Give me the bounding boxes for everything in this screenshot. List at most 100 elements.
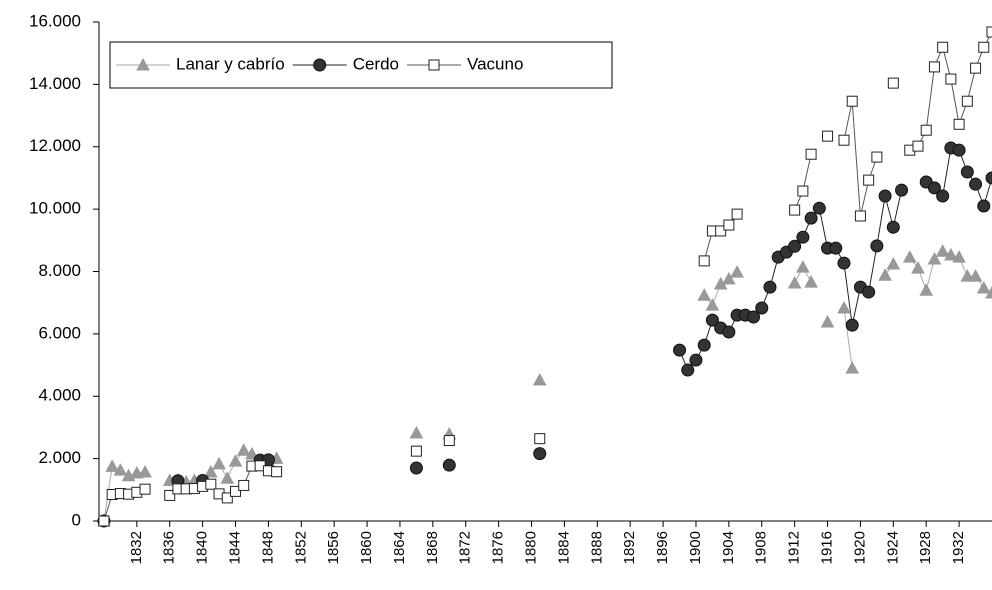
marker-circle xyxy=(977,199,991,213)
marker-triangle xyxy=(796,260,810,273)
marker-triangle xyxy=(820,314,835,328)
series-line xyxy=(103,31,992,522)
marker-triangle xyxy=(968,269,983,282)
marker-circle xyxy=(812,201,826,215)
marker-square xyxy=(863,174,875,186)
x-tick-label: 1844 xyxy=(226,531,243,564)
marker-square xyxy=(221,492,233,504)
marker-square xyxy=(731,208,743,220)
marker-square xyxy=(98,515,110,527)
marker-square xyxy=(271,466,283,478)
marker-square xyxy=(854,210,866,222)
marker-circle xyxy=(862,285,876,299)
marker-triangle xyxy=(212,456,226,470)
x-tick-label: 1896 xyxy=(654,531,671,564)
marker-square xyxy=(723,219,735,231)
x-tick-label: 1872 xyxy=(457,531,474,564)
marker-circle xyxy=(788,239,802,253)
marker-triangle xyxy=(911,261,925,274)
marker-triangle xyxy=(245,446,259,460)
marker-square xyxy=(945,73,957,85)
x-tick-label: 1880 xyxy=(522,531,539,564)
marker-square xyxy=(871,151,883,163)
marker-circle xyxy=(886,220,900,234)
marker-triangle xyxy=(919,283,934,296)
marker-square xyxy=(698,255,710,267)
marker-square xyxy=(912,140,924,152)
marker-triangle xyxy=(787,275,802,289)
marker-triangle xyxy=(228,454,243,467)
marker-circle xyxy=(763,280,777,294)
x-tick-label: 1848 xyxy=(259,531,276,564)
y-tick-label: 8.000 xyxy=(38,261,81,280)
y-tick-label: 10.000 xyxy=(29,199,81,218)
marker-triangle xyxy=(705,298,720,311)
y-tick-label: 12.000 xyxy=(29,136,81,155)
marker-triangle xyxy=(113,463,128,476)
marker-square xyxy=(410,445,422,457)
marker-circle xyxy=(829,241,843,255)
legend: Lanar y cabrío Cerdo Vacuno xyxy=(109,41,613,89)
marker-square xyxy=(822,130,834,142)
marker-triangle xyxy=(886,256,901,270)
marker-circle xyxy=(442,458,456,472)
marker-square xyxy=(986,26,992,38)
marker-triangle xyxy=(985,285,992,299)
y-tick-label: 0 xyxy=(72,510,81,529)
marker-triangle xyxy=(730,265,744,278)
marker-circle xyxy=(845,318,859,332)
marker-square xyxy=(887,77,899,89)
marker-triangle xyxy=(878,268,892,281)
marker-circle xyxy=(533,447,547,461)
marker-triangle xyxy=(935,244,950,257)
marker-square xyxy=(838,134,850,146)
marker-square xyxy=(789,204,801,216)
marker-square xyxy=(805,148,817,160)
marker-circle xyxy=(952,143,966,157)
marker-triangle xyxy=(236,443,251,456)
marker-circle xyxy=(870,239,884,253)
marker-square xyxy=(928,61,940,73)
marker-triangle xyxy=(944,247,958,261)
marker-circle xyxy=(837,256,851,270)
marker-triangle xyxy=(804,275,818,288)
marker-circle xyxy=(681,363,695,377)
x-tick-label: 1904 xyxy=(720,531,737,564)
legend-box xyxy=(109,41,613,89)
legend-label: Vacuno xyxy=(467,54,523,73)
marker-circle xyxy=(895,183,909,197)
x-tick-label: 1868 xyxy=(424,531,441,564)
marker-circle xyxy=(878,189,892,203)
y-tick-label: 16.000 xyxy=(29,11,81,30)
x-tick-label: 1888 xyxy=(588,531,605,564)
x-tick-label: 1840 xyxy=(194,531,211,564)
marker-square xyxy=(164,489,176,501)
marker-triangle xyxy=(976,280,991,294)
marker-square xyxy=(920,124,932,136)
marker-square xyxy=(139,483,151,495)
x-tick-label: 1884 xyxy=(555,531,572,564)
marker-square xyxy=(797,185,809,197)
marker-square xyxy=(961,95,973,107)
legend-label: Lanar y cabrío xyxy=(176,54,285,73)
marker-triangle xyxy=(409,426,424,439)
marker-triangle xyxy=(722,271,736,285)
x-tick-label: 1864 xyxy=(391,531,408,564)
marker-square xyxy=(846,95,858,107)
marker-triangle xyxy=(136,57,150,71)
marker-triangle xyxy=(220,471,235,484)
marker-circle xyxy=(985,171,992,185)
marker-circle xyxy=(722,325,736,339)
marker-triangle xyxy=(837,300,851,314)
marker-square xyxy=(443,435,455,447)
marker-triangle xyxy=(960,269,975,282)
marker-circle xyxy=(804,211,818,225)
y-tick-label: 4.000 xyxy=(38,386,81,405)
x-tick-label: 1852 xyxy=(292,531,309,564)
marker-circle xyxy=(673,343,687,357)
marker-square xyxy=(937,41,949,53)
marker-triangle xyxy=(902,250,917,263)
marker-triangle xyxy=(952,250,966,263)
legend-label: Cerdo xyxy=(353,54,399,73)
x-tick-label: 1932 xyxy=(950,531,967,564)
